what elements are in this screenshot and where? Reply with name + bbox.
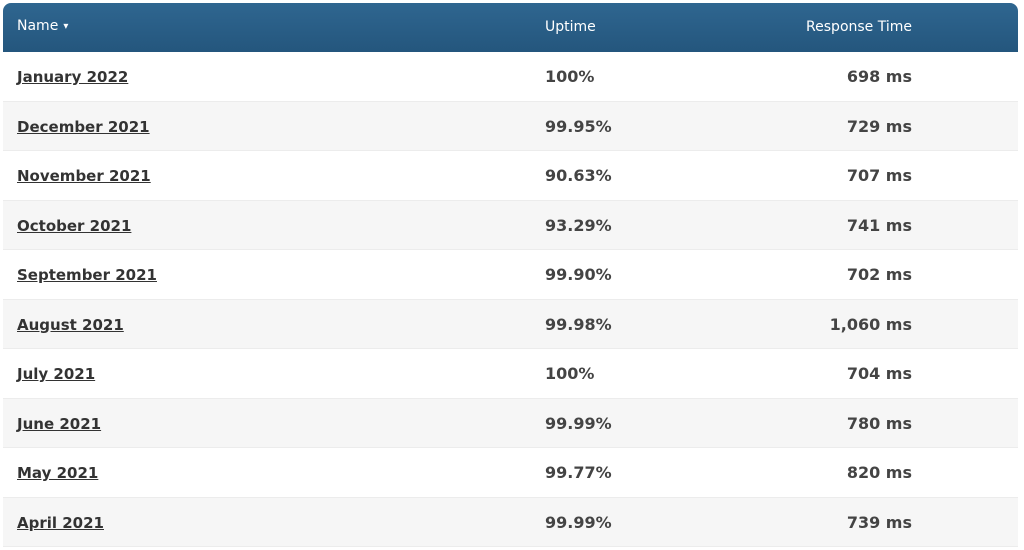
table-row: December 2021 99.95% 729 ms: [3, 101, 1018, 151]
table-row: July 2021 100% 704 ms: [3, 349, 1018, 399]
response-time-value: 1,060 ms: [829, 314, 912, 334]
uptime-value: 99.98%: [545, 314, 612, 334]
response-time-value: 741 ms: [846, 215, 912, 235]
uptime-value: 93.29%: [545, 215, 612, 235]
column-header-uptime[interactable]: Uptime: [545, 19, 596, 35]
column-header-name[interactable]: Name ▾: [17, 18, 68, 34]
month-link[interactable]: October 2021: [17, 216, 132, 235]
table-row: January 2022 100% 698 ms: [3, 52, 1018, 102]
table-row: September 2021 99.90% 702 ms: [3, 250, 1018, 300]
month-link[interactable]: November 2021: [17, 167, 151, 185]
response-time-value: 820 ms: [846, 463, 912, 482]
month-link[interactable]: July 2021: [17, 365, 96, 383]
response-time-value: 707 ms: [846, 166, 912, 185]
response-time-value: 739 ms: [846, 512, 912, 532]
uptime-value: 99.99%: [545, 413, 612, 433]
month-link[interactable]: August 2021: [17, 315, 124, 334]
response-time-value: 704 ms: [846, 364, 912, 383]
table-row: October 2021 93.29% 741 ms: [3, 200, 1018, 250]
month-link[interactable]: September 2021: [17, 266, 157, 284]
uptime-value: 90.63%: [545, 166, 612, 185]
uptime-value: 99.99%: [545, 512, 612, 532]
response-time-value: 780 ms: [846, 413, 912, 433]
table-header: Name ▾ Uptime Response Time: [3, 3, 1018, 52]
table-row: April 2021 99.99% 739 ms: [3, 497, 1018, 547]
uptime-value: 100%: [545, 364, 595, 383]
month-link[interactable]: December 2021: [17, 117, 150, 136]
column-header-response-time[interactable]: Response Time: [806, 19, 912, 35]
uptime-value: 99.77%: [545, 463, 612, 482]
uptime-value: 100%: [545, 67, 595, 86]
month-link[interactable]: January 2022: [17, 68, 129, 86]
column-header-name-label: Name: [17, 18, 59, 34]
month-link[interactable]: June 2021: [17, 414, 102, 433]
uptime-value: 99.90%: [545, 265, 612, 284]
response-time-value: 702 ms: [846, 265, 912, 284]
table-row: August 2021 99.98% 1,060 ms: [3, 299, 1018, 349]
response-time-value: 698 ms: [846, 67, 912, 86]
sort-descending-icon: ▾: [63, 21, 69, 32]
month-link[interactable]: May 2021: [17, 464, 99, 482]
table-row: June 2021 99.99% 780 ms: [3, 398, 1018, 448]
uptime-table: Name ▾ Uptime Response Time January 2022 …: [3, 3, 1018, 547]
uptime-value: 99.95%: [545, 116, 612, 136]
table-row: November 2021 90.63% 707 ms: [3, 151, 1018, 201]
month-link[interactable]: April 2021: [17, 513, 104, 532]
table-row: May 2021 99.77% 820 ms: [3, 448, 1018, 498]
response-time-value: 729 ms: [846, 116, 912, 136]
